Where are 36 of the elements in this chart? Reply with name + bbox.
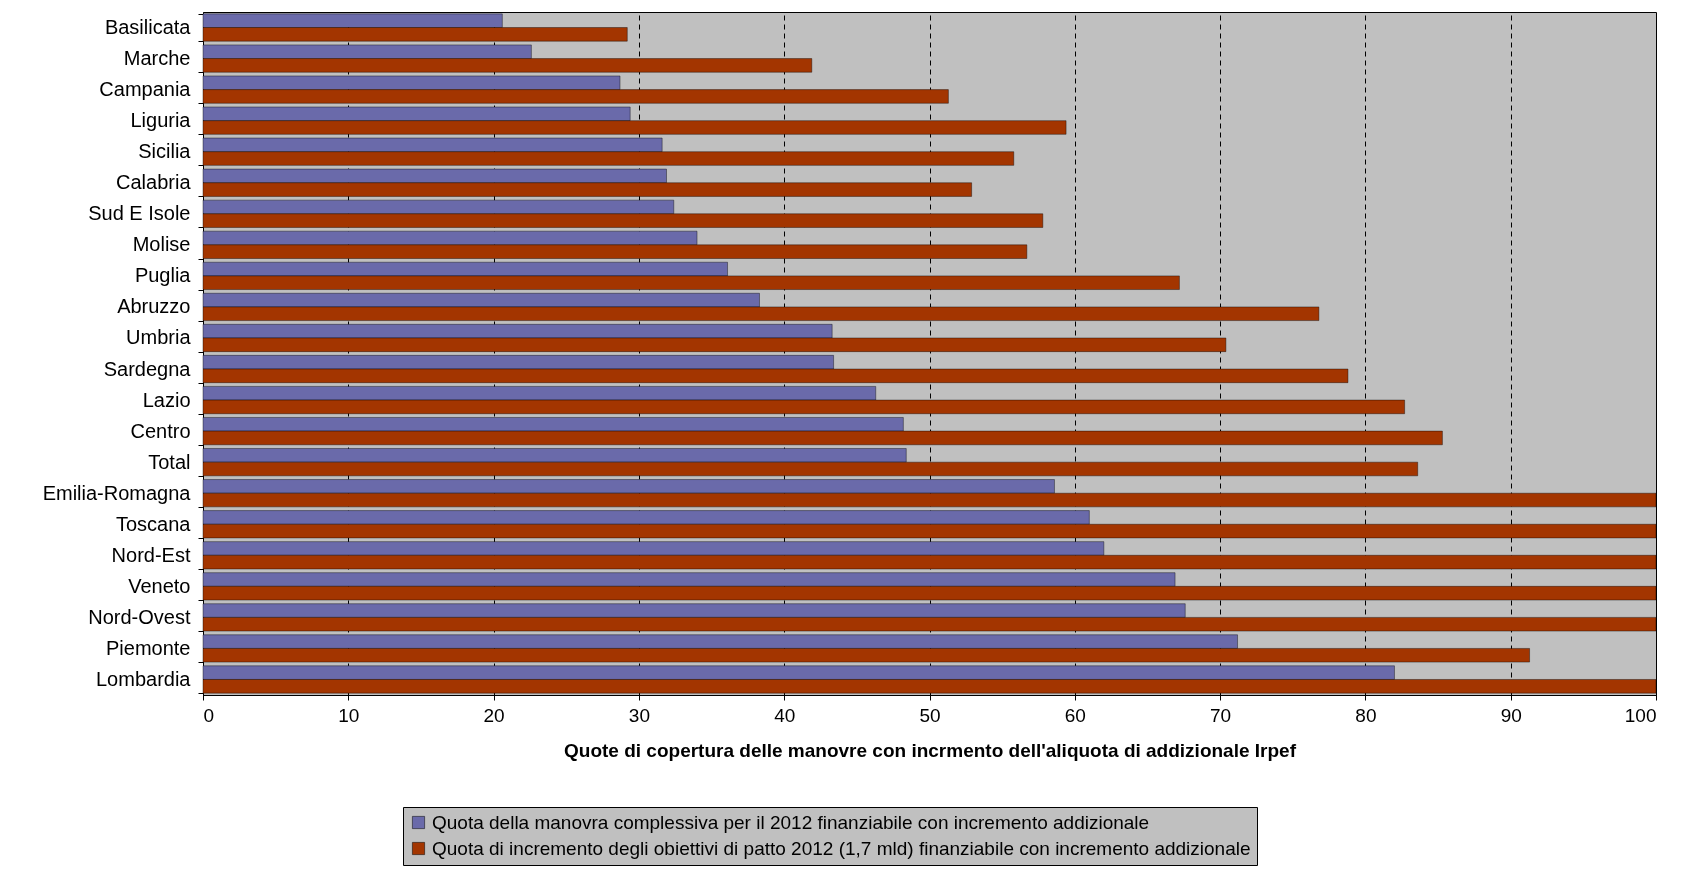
y-tick-label: Marche — [123, 47, 191, 70]
y-tick-label: Total — [148, 450, 191, 473]
x-tick-label: 70 — [1210, 704, 1232, 726]
y-tick-label: Nord-Est — [111, 543, 191, 566]
y-tick-label: Sardegna — [103, 357, 192, 380]
y-tick-label: Sicilia — [138, 140, 192, 163]
x-tick-label: 90 — [1500, 704, 1522, 726]
y-tick-label: Nord-Ovest — [88, 605, 191, 628]
y-tick-label: Piemonte — [106, 636, 191, 659]
y-tick-label: Sud E Isole — [88, 202, 191, 225]
y-tick-label: Campania — [99, 78, 192, 101]
legend-label: Quota della manovra complessiva per il 2012 finanziabile con incremento addizionale — [432, 811, 1150, 833]
y-tick-label: Lazio — [142, 388, 191, 411]
x-tick-label: 10 — [338, 704, 360, 726]
y-tick-label: Puglia — [134, 264, 192, 287]
y-tick-label: Calabria — [116, 171, 192, 194]
x-tick-label: 60 — [1064, 704, 1086, 726]
x-tick-label: 40 — [774, 704, 796, 726]
x-tick-label: 80 — [1355, 704, 1377, 726]
x-tick-label: 0 — [203, 704, 215, 726]
x-axis-title: Quote di copertura delle manovre con incrmento dell'aliquota di addizionale Irpef — [564, 739, 1297, 761]
x-tick-label: 30 — [628, 704, 650, 726]
y-tick-label: Basilicata — [104, 16, 192, 39]
x-tick-label: 50 — [919, 704, 941, 726]
y-tick-label: Abruzzo — [117, 295, 191, 318]
y-tick-label: Liguria — [130, 109, 192, 132]
x-tick-label: 20 — [483, 704, 505, 726]
y-tick-label: Toscana — [116, 512, 192, 535]
y-tick-label: Emilia-Romagna — [42, 481, 192, 504]
y-tick-label: Veneto — [128, 574, 191, 597]
y-tick-label: Lombardia — [95, 667, 192, 690]
y-tick-label: Umbria — [126, 326, 192, 349]
y-tick-label: Centro — [130, 419, 191, 442]
x-tick-label: 100 — [1624, 704, 1657, 726]
legend-label: Quota di incremento degli obiettivi di patto 2012 (1,7 mld) finanziabile con incremento addizionale — [432, 837, 1251, 859]
y-tick-label: Molise — [132, 233, 191, 256]
